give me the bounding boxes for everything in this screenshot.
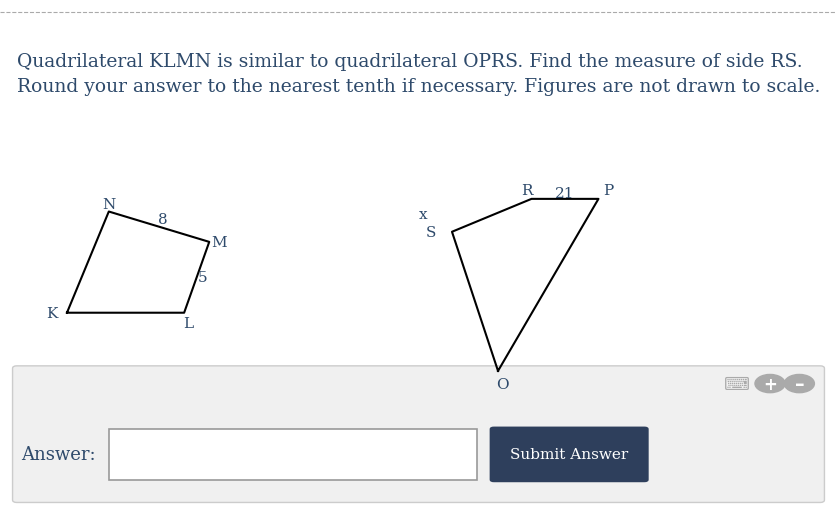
Circle shape bbox=[754, 375, 784, 393]
Text: ⌨: ⌨ bbox=[722, 375, 749, 393]
Text: 8: 8 bbox=[158, 213, 168, 227]
FancyBboxPatch shape bbox=[13, 366, 823, 502]
Text: N: N bbox=[102, 197, 115, 212]
FancyBboxPatch shape bbox=[109, 429, 477, 480]
Text: L: L bbox=[183, 316, 193, 330]
Text: 5: 5 bbox=[197, 271, 207, 285]
Text: P: P bbox=[603, 183, 613, 197]
Text: Submit Answer: Submit Answer bbox=[509, 447, 628, 462]
Text: K: K bbox=[46, 306, 58, 320]
Text: 21: 21 bbox=[554, 186, 574, 200]
Text: Quadrilateral KLMN is similar to quadrilateral OPRS. Find the measure of side RS: Quadrilateral KLMN is similar to quadril… bbox=[17, 53, 802, 71]
FancyBboxPatch shape bbox=[489, 427, 648, 482]
Text: O: O bbox=[495, 377, 508, 391]
Circle shape bbox=[783, 375, 813, 393]
Text: R: R bbox=[521, 183, 533, 197]
Text: x: x bbox=[418, 208, 426, 222]
Text: Answer:: Answer: bbox=[21, 445, 96, 464]
Text: M: M bbox=[212, 235, 227, 249]
Text: S: S bbox=[426, 225, 436, 239]
Text: +: + bbox=[762, 375, 776, 393]
Text: Round your answer to the nearest tenth if necessary. Figures are not drawn to sc: Round your answer to the nearest tenth i… bbox=[17, 78, 819, 96]
Text: –: – bbox=[793, 374, 803, 393]
